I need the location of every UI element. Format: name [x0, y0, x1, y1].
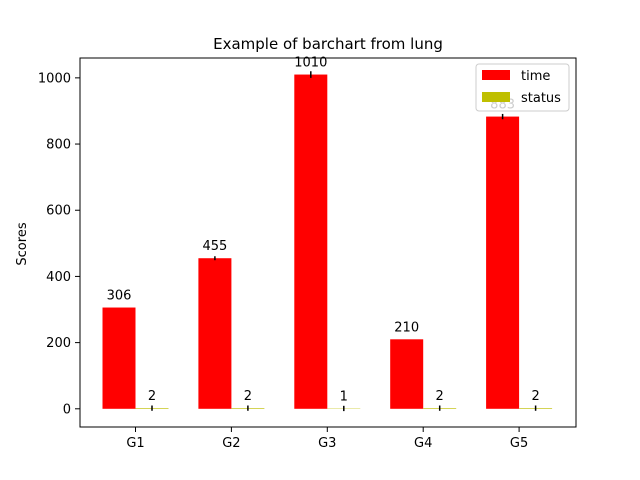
plot-frame — [79, 57, 577, 428]
bar-time-G5 — [486, 116, 520, 409]
y-tick-label: 800 — [46, 138, 71, 153]
data-label-status-G5: 2 — [531, 389, 539, 404]
legend-swatch-time — [482, 70, 510, 80]
legend-label-time: time — [521, 69, 550, 84]
plot-area: 30645510102108832212202004006008001000G1… — [38, 56, 577, 451]
y-axis-label: Scores — [15, 222, 30, 265]
x-tick-label: G1 — [126, 436, 144, 451]
data-label-status-G4: 2 — [436, 389, 444, 404]
chart-title: Example of barchart from lung — [213, 35, 443, 53]
data-label-time-G4: 210 — [394, 320, 419, 335]
bar-time-G2 — [198, 258, 232, 409]
legend-label-status: status — [521, 91, 561, 106]
bar-time-G4 — [390, 339, 424, 409]
data-label-time-G3: 1010 — [294, 56, 327, 71]
y-tick-label: 0 — [63, 402, 71, 417]
y-tick-label: 200 — [46, 336, 71, 351]
x-tick-label: G5 — [510, 436, 528, 451]
data-label-time-G1: 306 — [107, 289, 132, 304]
data-label-status-G3: 1 — [340, 389, 348, 404]
x-tick-label: G2 — [222, 436, 240, 451]
x-tick-label: G4 — [414, 436, 432, 451]
data-label-time-G2: 455 — [202, 239, 227, 254]
y-tick-label: 600 — [46, 204, 71, 219]
legend-swatch-status — [482, 92, 510, 102]
data-label-status-G2: 2 — [244, 389, 252, 404]
y-tick-label: 1000 — [38, 71, 71, 86]
y-tick-label: 400 — [46, 270, 71, 285]
x-tick-label: G3 — [318, 436, 336, 451]
bar-time-G1 — [102, 307, 136, 409]
legend: time status — [475, 63, 570, 112]
data-label-status-G1: 2 — [148, 389, 156, 404]
bar-time-G3 — [294, 74, 328, 409]
